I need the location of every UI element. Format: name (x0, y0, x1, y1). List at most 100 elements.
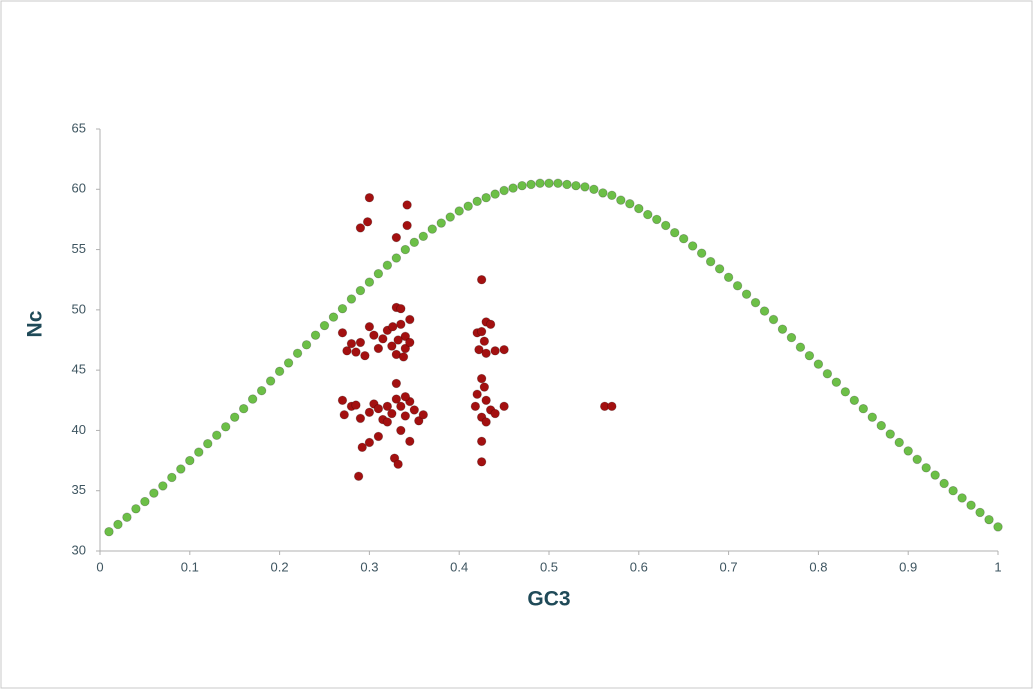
point (355, 223, 366, 233)
point (362, 217, 373, 227)
y-tick-label: 65 (72, 120, 86, 135)
x-tick-label: 0.3 (360, 559, 378, 574)
point (400, 244, 411, 255)
point (400, 331, 411, 342)
point (607, 401, 617, 412)
y-tick-label: 45 (72, 362, 86, 377)
point (499, 401, 509, 412)
point (741, 289, 752, 299)
point (714, 264, 725, 274)
point (402, 220, 412, 231)
x-tick-label: 1 (994, 559, 1001, 574)
point (364, 407, 375, 418)
point (903, 446, 913, 456)
point (831, 377, 842, 387)
point (364, 193, 375, 203)
point (705, 256, 716, 267)
point (364, 277, 375, 287)
point (476, 457, 487, 467)
y-tick-label: 50 (72, 301, 86, 316)
point (499, 185, 509, 196)
point (732, 281, 743, 291)
point (355, 413, 366, 424)
point (526, 179, 536, 190)
point (221, 422, 231, 432)
point (396, 303, 406, 314)
point (894, 437, 904, 448)
point (499, 344, 509, 355)
x-tick-label: 0.4 (450, 559, 468, 574)
point (113, 519, 123, 530)
point (409, 405, 420, 415)
point (984, 514, 994, 525)
point (391, 394, 402, 404)
point (777, 324, 788, 334)
point (405, 314, 415, 325)
y-tick-label: 55 (72, 241, 86, 256)
point (342, 346, 352, 356)
point (346, 294, 357, 304)
point (337, 303, 348, 314)
point (194, 447, 204, 457)
point (396, 319, 406, 330)
point (759, 306, 770, 316)
point (436, 218, 446, 228)
point (238, 404, 249, 414)
point (388, 322, 398, 332)
point (391, 232, 402, 243)
point (382, 417, 393, 427)
point (476, 326, 487, 337)
point (580, 182, 590, 192)
point (849, 395, 860, 405)
point (481, 348, 491, 358)
point (481, 193, 491, 203)
point (634, 203, 644, 214)
point (400, 343, 411, 354)
x-tick-label: 0.8 (809, 559, 827, 574)
point (402, 200, 412, 210)
point (212, 430, 222, 440)
point (418, 231, 428, 242)
point (858, 404, 869, 414)
point (357, 442, 367, 453)
point (476, 275, 487, 285)
point (661, 220, 671, 231)
point (373, 343, 384, 354)
point (490, 346, 500, 356)
x-tick-label: 0 (96, 559, 103, 574)
point (476, 373, 487, 384)
point (398, 352, 409, 362)
point (544, 178, 554, 188)
point (490, 189, 500, 199)
point (229, 412, 240, 422)
point (176, 464, 186, 474)
point (571, 180, 581, 191)
point (517, 180, 527, 191)
point (508, 183, 518, 193)
point (369, 330, 379, 340)
point (387, 341, 397, 351)
point (122, 512, 132, 522)
point (840, 387, 851, 397)
point (750, 297, 761, 308)
point (140, 496, 150, 507)
point (393, 459, 403, 469)
point (607, 190, 617, 201)
point (679, 234, 689, 244)
x-tick-label: 0.9 (899, 559, 917, 574)
point (256, 385, 267, 396)
point (427, 224, 437, 234)
point (355, 285, 366, 296)
x-axis-title: GC3 (527, 588, 570, 611)
point (652, 214, 662, 225)
x-tick-label: 0.2 (271, 559, 289, 574)
point (351, 347, 361, 357)
point (104, 527, 114, 537)
point (553, 178, 563, 188)
point (274, 366, 285, 377)
point (364, 322, 375, 332)
point (418, 410, 428, 420)
point (393, 335, 403, 345)
point (149, 488, 159, 498)
point (400, 391, 411, 402)
